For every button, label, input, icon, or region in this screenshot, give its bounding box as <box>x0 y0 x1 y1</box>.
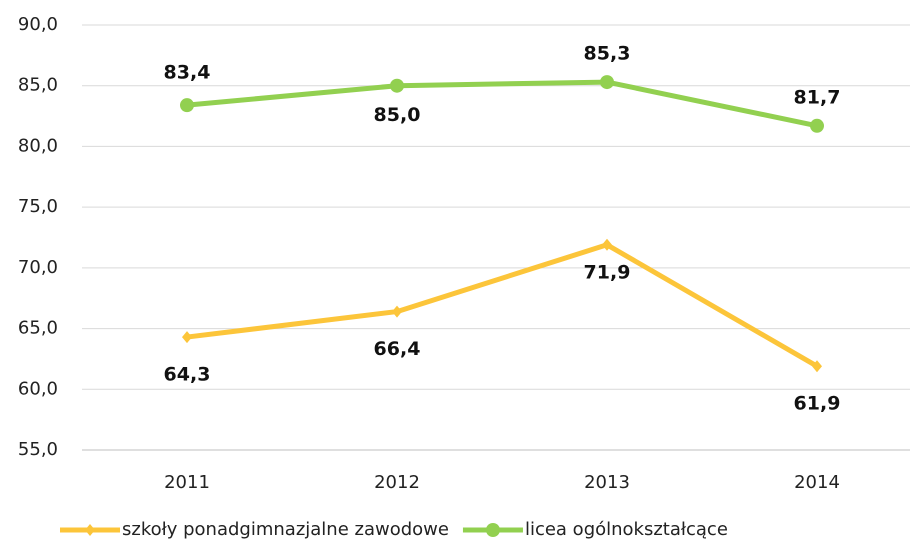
data-label: 61,9 <box>794 393 841 415</box>
legend-marker <box>485 523 500 537</box>
data-label: 83,4 <box>164 62 211 84</box>
point <box>600 75 614 90</box>
x-tick-label: 2014 <box>794 472 840 493</box>
y-tick-label: 75,0 <box>18 196 58 217</box>
legend-label: szkoły ponadgimnazjalne zawodowe <box>122 519 449 540</box>
x-tick-label: 2011 <box>164 472 210 493</box>
series-line <box>186 242 819 369</box>
point <box>392 305 402 318</box>
point <box>390 78 404 93</box>
x-tick-label: 2013 <box>584 472 630 493</box>
point <box>182 331 192 344</box>
point <box>812 360 822 373</box>
y-tick-label: 65,0 <box>18 318 58 339</box>
x-tick-label: 2012 <box>374 472 420 493</box>
legend-marker <box>85 524 95 536</box>
data-label: 66,4 <box>374 338 421 360</box>
data-label: 81,7 <box>794 86 841 108</box>
y-tick-label: 60,0 <box>18 378 58 399</box>
data-label: 64,3 <box>164 364 211 386</box>
data-label: 85,3 <box>584 43 631 65</box>
series-line <box>186 79 818 129</box>
point <box>810 118 824 133</box>
y-tick-label: 85,0 <box>18 75 58 96</box>
y-tick-label: 90,0 <box>18 14 58 35</box>
point <box>602 238 612 251</box>
y-tick-label: 55,0 <box>18 439 58 460</box>
y-tick-label: 80,0 <box>18 135 58 156</box>
legend-label: licea ogólnokształcące <box>525 519 728 540</box>
data-label: 85,0 <box>374 104 421 126</box>
y-tick-label: 70,0 <box>18 257 58 278</box>
data-label: 71,9 <box>584 261 631 283</box>
point <box>180 98 194 113</box>
